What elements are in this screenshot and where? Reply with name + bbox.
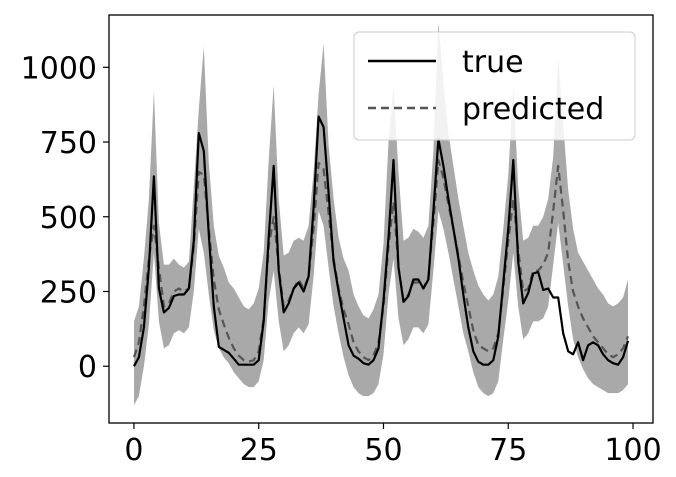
y-tick-label: 0 [78, 350, 97, 385]
legend: true predicted [353, 31, 636, 141]
plot-frame [108, 14, 654, 424]
y-tick-label: 500 [40, 201, 97, 236]
y-tick-label: 750 [40, 126, 97, 161]
x-tick-label: 0 [124, 433, 143, 468]
x-tick-label: 75 [489, 433, 527, 468]
series-line-true [133, 115, 630, 367]
y-tick-label: 250 [40, 275, 97, 310]
y-tick-label: 1000 [21, 51, 97, 86]
x-tick-label: 25 [240, 433, 278, 468]
legend-label-true: true [462, 45, 524, 80]
x-tick-label: 100 [604, 433, 661, 468]
uncertainty-band-layer [134, 22, 628, 406]
legend-label-predicted: predicted [462, 92, 604, 127]
series-layer [132, 115, 630, 367]
legend-box [353, 31, 636, 141]
x-tick-label: 50 [364, 433, 402, 468]
uncertainty-band [134, 22, 628, 406]
